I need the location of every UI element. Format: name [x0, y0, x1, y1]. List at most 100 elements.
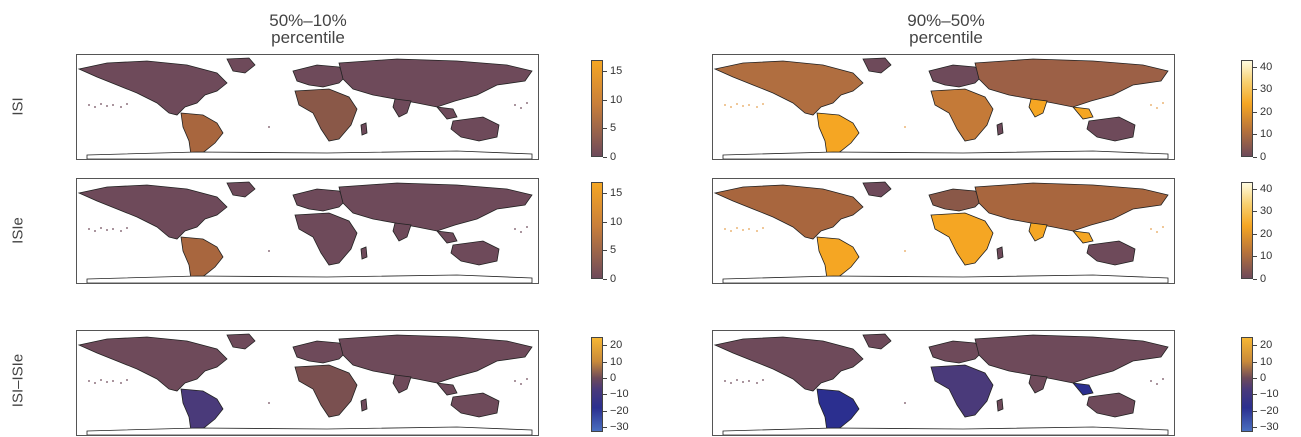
island-dot — [526, 378, 528, 380]
colorbar-tick-label: 0 — [1260, 371, 1267, 384]
island-dot — [1150, 104, 1152, 106]
landmass-antarctica — [86, 426, 533, 435]
colorbar-tick-mark — [1253, 256, 1257, 258]
island-dot — [1150, 228, 1152, 230]
landmass-madagascar — [360, 122, 368, 136]
landmass-india — [1028, 222, 1048, 242]
landmass-seAsia — [436, 382, 458, 396]
landmass-northAmerica — [77, 184, 228, 240]
landmass-southAmerica — [816, 112, 860, 158]
colorbar-isi-90-50 — [1241, 60, 1253, 157]
world-map — [713, 57, 1169, 159]
column-title-line1: 50%–10% — [269, 11, 347, 30]
colorbar-tick-mark — [1253, 345, 1257, 347]
landmass-australia — [1086, 116, 1136, 142]
island-dot — [748, 228, 750, 230]
island-dot — [106, 105, 108, 107]
island-dot — [514, 228, 516, 230]
landmass-antarctica — [722, 274, 1169, 283]
column-title-line2: percentile — [909, 28, 983, 47]
landmass-greenland — [862, 57, 892, 74]
landmass-northAmerica — [713, 336, 864, 392]
colorbar-tick-label: −30 — [1260, 421, 1279, 434]
colorbar-tick-mark — [1253, 211, 1257, 213]
landmass-europe — [292, 340, 348, 364]
colorbar-tick-mark — [1253, 410, 1257, 412]
colorbar-tick-mark — [1253, 361, 1257, 363]
island-dot — [904, 250, 906, 252]
landmass-india — [392, 222, 412, 242]
colorbar-tick-mark — [1253, 377, 1257, 379]
colorbar-tick-mark — [1253, 427, 1257, 429]
island-dot — [742, 381, 744, 383]
colorbar-tick-mark — [603, 99, 607, 101]
map-panel-diff-50-10 — [76, 330, 539, 436]
colorbar-tick-mark — [603, 193, 607, 195]
world-map — [713, 181, 1169, 283]
colorbar-diff-90-50 — [1241, 337, 1253, 432]
world-map — [77, 181, 533, 283]
landmass-europe — [928, 64, 984, 88]
colorbar-tick-mark — [603, 394, 607, 396]
landmass-greenland — [226, 333, 256, 350]
colorbar-tick-mark — [603, 128, 607, 130]
colorbar-tick-label: 20 — [1260, 339, 1273, 352]
island-dot — [88, 380, 90, 382]
colorbar-tick-label: 15 — [610, 65, 623, 78]
island-dot — [736, 227, 738, 229]
colorbar-tick-label: 0 — [1260, 151, 1267, 163]
colorbar-tick-mark — [1253, 279, 1257, 280]
column-title-50-10: 50%–10% percentile — [228, 12, 388, 46]
island-dot — [724, 104, 726, 106]
island-dot — [106, 229, 108, 231]
colorbar-tick-mark — [603, 157, 607, 158]
island-dot — [126, 227, 128, 229]
island-dot — [514, 380, 516, 382]
island-dot — [520, 107, 522, 109]
row-label-isi: ISI — [9, 97, 27, 116]
island-dot — [730, 106, 732, 108]
landmass-greenland — [226, 57, 256, 74]
island-dot — [1162, 102, 1164, 104]
landmass-seAsia — [1072, 382, 1094, 396]
island-dot — [1156, 231, 1158, 233]
island-dot — [756, 106, 758, 108]
colorbar-tick-label: 10 — [610, 215, 623, 228]
colorbar-tick-label: 40 — [1260, 182, 1273, 195]
island-dot — [742, 105, 744, 107]
map-panel-isi-50-10 — [76, 54, 539, 160]
island-dot — [120, 230, 122, 232]
landmass-africa — [294, 364, 358, 418]
landmass-southAmerica — [180, 236, 224, 282]
colorbar-tick-label: 5 — [610, 122, 617, 135]
landmass-madagascar — [996, 122, 1004, 136]
island-dot — [520, 231, 522, 233]
colorbar-isie-50-10 — [591, 182, 603, 279]
island-dot — [94, 106, 96, 108]
colorbar-tick-label: 30 — [1260, 83, 1273, 96]
island-dot — [762, 379, 764, 381]
colorbar-tick-label: 5 — [610, 244, 617, 257]
colorbar-tick-mark — [603, 361, 607, 363]
landmass-india — [392, 98, 412, 118]
colorbar-tick-mark — [603, 279, 607, 280]
column-title-90-50: 90%–50% percentile — [866, 12, 1026, 46]
island-dot — [756, 382, 758, 384]
landmass-europe — [928, 188, 984, 212]
island-dot — [112, 228, 114, 230]
landmass-antarctica — [86, 274, 533, 283]
colorbar-tick-label: 0 — [610, 371, 617, 384]
colorbar-tick-mark — [1253, 89, 1257, 91]
landmass-southAmerica — [816, 236, 860, 282]
landmass-europe — [292, 64, 348, 88]
colorbar-tick-label: 20 — [610, 339, 623, 352]
landmass-northAmerica — [77, 336, 228, 392]
colorbar-isie-90-50 — [1241, 182, 1253, 279]
island-dot — [514, 104, 516, 106]
colorbar-tick-label: 40 — [1260, 60, 1273, 73]
island-dot — [100, 227, 102, 229]
landmass-asia — [974, 334, 1169, 384]
landmass-greenland — [226, 181, 256, 198]
landmass-southAmerica — [180, 112, 224, 158]
landmass-australia — [1086, 392, 1136, 418]
